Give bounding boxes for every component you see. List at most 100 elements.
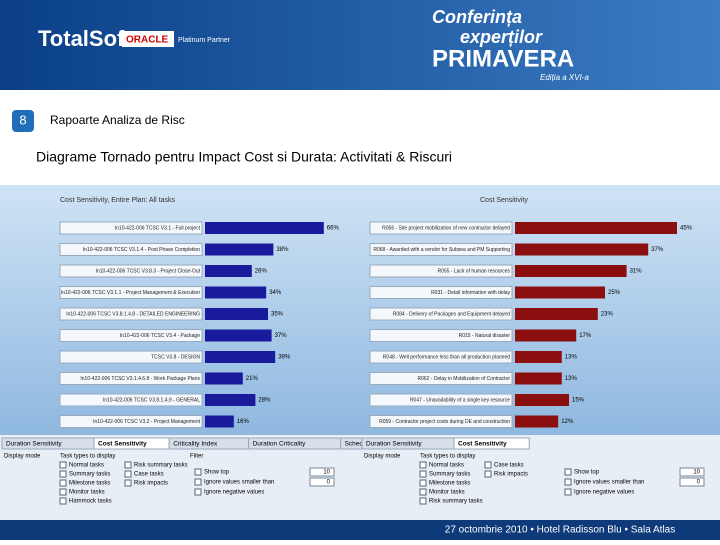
option-label[interactable]: Milestone tasks [69, 481, 110, 487]
bar [515, 351, 562, 363]
task-label: In10-422-006 TCSC V3.1.4.6.8 - Work Pack… [80, 376, 200, 382]
checkbox[interactable] [194, 478, 202, 486]
tab-label[interactable]: Duration Sensitivity [366, 441, 422, 448]
option-label[interactable]: Show top [574, 470, 600, 476]
option-label[interactable]: Risk summary tasks [429, 499, 483, 505]
option-label[interactable]: Show top [204, 470, 230, 476]
slide-title: Rapoarte Analiza de Risc [50, 113, 185, 127]
label-box [369, 372, 513, 385]
option-label[interactable]: Monitor tasks [69, 490, 105, 496]
checkbox[interactable] [484, 470, 492, 478]
checkbox[interactable] [484, 461, 492, 469]
tab[interactable] [453, 437, 530, 450]
footer: 27 octombrie 2010 • Hotel Radisson Blu •… [445, 525, 675, 536]
checkbox[interactable] [59, 470, 67, 478]
option-label[interactable]: Ignore values smaller than [204, 480, 274, 486]
event-name: PRIMAVERA [432, 45, 574, 72]
checkbox[interactable] [194, 488, 202, 496]
checkbox[interactable] [419, 470, 427, 478]
option-label[interactable]: Ignore negative values [204, 490, 264, 496]
checkbox[interactable] [564, 478, 572, 486]
option-label[interactable]: Ignore negative values [574, 490, 634, 496]
slide-subtitle: Diagrame Tornado pentru Impact Cost si D… [36, 149, 452, 165]
checkbox[interactable] [59, 488, 67, 496]
label-box [59, 286, 203, 299]
label-box [59, 415, 203, 428]
input-value[interactable]: 10 [693, 470, 700, 476]
label-box [369, 329, 513, 342]
checkbox[interactable] [419, 479, 427, 487]
checkbox[interactable] [419, 488, 427, 496]
option-label[interactable]: Risk impacts [134, 481, 168, 487]
bar [515, 308, 598, 320]
value-label: 37% [651, 247, 664, 253]
task-label: In10-422-006 TCSC V3.8.1.4.8 - DETAILED … [66, 311, 200, 317]
bar [205, 222, 324, 234]
checkbox[interactable] [59, 461, 67, 469]
value-label: 21% [246, 376, 259, 382]
value-label: 12% [561, 419, 574, 425]
checkbox[interactable] [59, 479, 67, 487]
value-label: 17% [579, 333, 592, 339]
value-label: 16% [237, 419, 250, 425]
value-label: 39% [278, 355, 291, 361]
option-label[interactable]: Normal tasks [429, 463, 464, 469]
header-band [0, 0, 720, 90]
tab-label[interactable]: Cost Sensitivity [98, 441, 147, 448]
label-box [59, 350, 203, 364]
oracle-box [122, 31, 174, 47]
checkbox[interactable] [124, 479, 132, 487]
option-label[interactable]: Milestone tasks [429, 481, 470, 487]
label-box [59, 329, 203, 342]
bar [515, 265, 627, 277]
option-label[interactable]: Summary tasks [69, 472, 110, 478]
option-label[interactable]: Normal tasks [69, 463, 104, 469]
bar [515, 394, 569, 406]
label-box [369, 221, 513, 235]
input-value[interactable]: 10 [323, 470, 330, 476]
option-label[interactable]: Case tasks [494, 463, 524, 469]
input-box[interactable] [309, 477, 335, 487]
checkbox[interactable] [419, 461, 427, 469]
value-label: 66% [327, 226, 340, 232]
label-box [369, 286, 513, 299]
checkbox[interactable] [564, 468, 572, 476]
task-label: R015 - Natural disaster [459, 333, 511, 339]
checkbox[interactable] [564, 488, 572, 496]
event-line: experților [460, 27, 543, 47]
option-label[interactable]: Hammock tasks [69, 499, 112, 505]
input-box[interactable] [679, 467, 705, 477]
chart-title: Cost Sensitivity, Entire Plan: All tasks [60, 197, 176, 204]
label-box [369, 307, 513, 321]
group-label: Display mode [4, 454, 41, 460]
task-label: TCSC V3.8 - DESIGN [151, 354, 200, 360]
option-label[interactable]: Summary tasks [429, 472, 470, 478]
label-box [59, 264, 203, 278]
checkbox[interactable] [419, 497, 427, 505]
task-label: In10-422-006 TCSC V3.1.4 - Post Phase Co… [83, 247, 200, 253]
task-label: R055 - Lack of human resources [437, 268, 510, 274]
checkbox[interactable] [124, 461, 132, 469]
option-label[interactable]: Risk impacts [494, 472, 528, 478]
option-label[interactable]: Ignore values smaller than [574, 480, 644, 486]
checkbox[interactable] [124, 470, 132, 478]
tab-label[interactable]: Criticality Index [173, 441, 218, 448]
checkbox[interactable] [59, 497, 67, 505]
tab-label[interactable]: Duration Sensitivity [6, 441, 62, 448]
input-box[interactable] [679, 477, 705, 487]
tab-label[interactable]: Cost Sensitivity [458, 441, 507, 448]
task-label: In10-422-006 TCSC V3.1.1 - Project Manag… [61, 290, 200, 296]
tab-label[interactable]: Duration Criticality [253, 441, 306, 448]
option-label[interactable]: Monitor tasks [429, 490, 465, 496]
input-value[interactable]: 0 [327, 480, 331, 486]
checkbox[interactable] [194, 468, 202, 476]
value-label: 26% [255, 269, 268, 275]
input-value[interactable]: 0 [697, 480, 701, 486]
bar [515, 372, 562, 385]
bar [515, 286, 605, 299]
bar [515, 243, 649, 256]
value-label: 13% [565, 355, 578, 361]
option-label[interactable]: Risk summary tasks [134, 463, 188, 469]
option-label[interactable]: Case tasks [134, 472, 164, 478]
input-box[interactable] [309, 467, 335, 477]
